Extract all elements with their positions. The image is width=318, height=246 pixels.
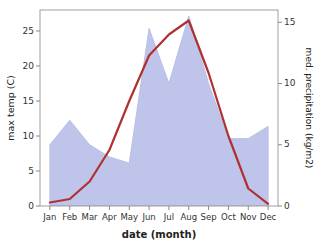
x-tick [89, 206, 90, 210]
y-tick [36, 136, 40, 137]
plot-area [50, 16, 268, 206]
y-tick-label: 10 [23, 131, 35, 141]
x-axis-label: date (month) [122, 229, 196, 240]
y2-tick-label: 0 [284, 201, 290, 211]
x-tick [168, 206, 169, 210]
y2-tick-label: 10 [284, 78, 296, 88]
plot-frame [40, 10, 278, 206]
x-tick [149, 206, 150, 210]
y-tick-label: 0 [28, 201, 34, 211]
y-tick-label: 20 [23, 61, 35, 71]
x-tick [208, 206, 209, 210]
y2-tick-label: 5 [284, 139, 290, 149]
line-series [50, 21, 268, 204]
y2-axis-label: med. precipitation (kg/m2) [304, 48, 314, 169]
x-tick [248, 206, 249, 210]
x-tick [188, 206, 189, 210]
x-tick-label: Aug [180, 212, 197, 222]
y2-tick-label: 15 [284, 17, 295, 27]
x-tick-label: Apr [102, 212, 117, 222]
x-tick-label: Sep [201, 212, 217, 222]
y-tick-label: 15 [23, 96, 34, 106]
y2-tick [278, 22, 282, 23]
x-tick [69, 206, 70, 210]
y-axis-label: max temp (C) [5, 75, 16, 141]
x-tick [49, 206, 50, 210]
x-tick-label: Oct [221, 212, 236, 222]
x-tick-label: Nov [240, 212, 257, 222]
x-tick [129, 206, 130, 210]
y2-tick [278, 83, 282, 84]
x-tick [109, 206, 110, 210]
area-series [50, 16, 268, 206]
y-tick [36, 206, 40, 207]
x-tick-label: Jan [42, 212, 56, 222]
chart: 0 5 10 15 20 25 0 5 10 15 Jan Feb MarAprMayJun Jul Aug… [0, 0, 318, 246]
y-tick-label: 25 [23, 26, 34, 36]
y-tick [36, 66, 40, 67]
x-tick-label: Jun [141, 212, 155, 222]
x-tick-label: Dec [260, 212, 277, 222]
x-tick-label: Mar [82, 212, 99, 222]
y-tick [36, 101, 40, 102]
y-tick [36, 31, 40, 32]
x-tick-label: Jul [163, 212, 174, 222]
y-tick [36, 171, 40, 172]
y2-tick [278, 144, 282, 145]
x-tick [228, 206, 229, 210]
x-tick-label: Feb [62, 212, 77, 222]
chart-container: 0 5 10 15 20 25 0 5 10 15 Jan Feb MarAprMayJun Jul Aug… [0, 0, 318, 246]
x-tick-label: May [120, 212, 138, 222]
x-tick [268, 206, 269, 210]
y2-tick [278, 206, 282, 207]
y-tick-label: 5 [28, 166, 34, 176]
